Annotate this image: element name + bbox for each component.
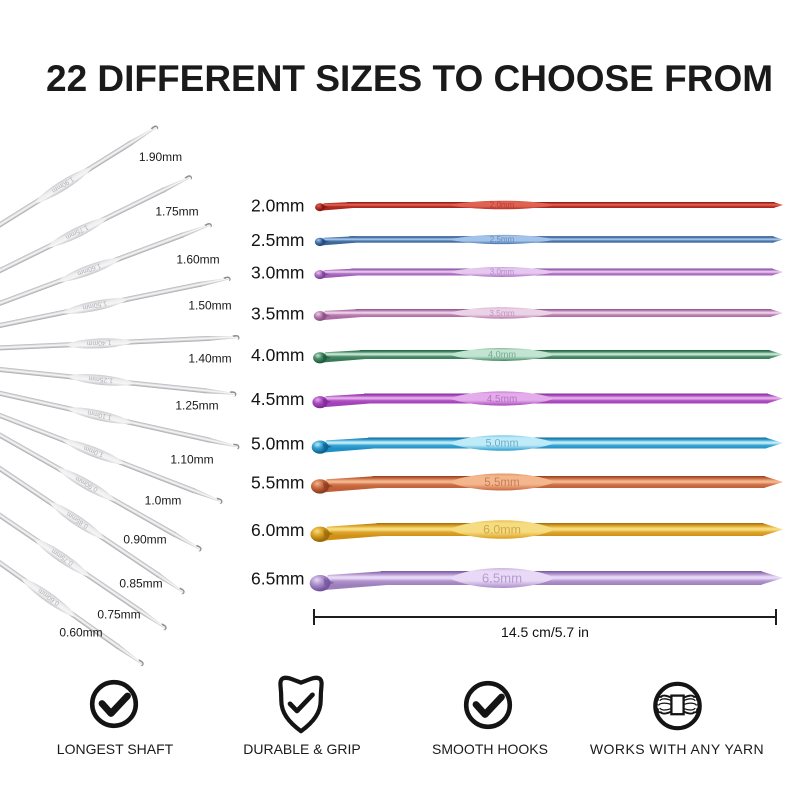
svg-text:5.0mm: 5.0mm bbox=[251, 433, 304, 453]
svg-text:5.5mm: 5.5mm bbox=[484, 476, 519, 489]
svg-text:2.5mm: 2.5mm bbox=[251, 230, 304, 250]
svg-text:1.40mm: 1.40mm bbox=[86, 338, 111, 346]
svg-text:1.75mm: 1.75mm bbox=[155, 204, 198, 218]
svg-text:4.5mm: 4.5mm bbox=[487, 394, 518, 405]
svg-text:1.60mm: 1.60mm bbox=[176, 252, 219, 266]
svg-text:14.5 cm/5.7 in: 14.5 cm/5.7 in bbox=[501, 624, 589, 640]
svg-text:0.85mm: 0.85mm bbox=[119, 576, 162, 590]
svg-text:1.10mm: 1.10mm bbox=[87, 409, 113, 421]
svg-text:1.90mm: 1.90mm bbox=[139, 150, 182, 164]
svg-text:5.5mm: 5.5mm bbox=[251, 472, 304, 492]
svg-text:6.5mm: 6.5mm bbox=[251, 568, 304, 588]
svg-text:1.0mm: 1.0mm bbox=[145, 493, 182, 507]
svg-text:SMOOTH HOOKS: SMOOTH HOOKS bbox=[432, 741, 548, 757]
svg-text:1.25mm: 1.25mm bbox=[175, 398, 218, 412]
svg-text:0.75mm: 0.75mm bbox=[97, 607, 140, 621]
svg-text:6.0mm: 6.0mm bbox=[251, 520, 304, 540]
svg-text:3.0mm: 3.0mm bbox=[251, 262, 304, 282]
svg-text:3.5mm: 3.5mm bbox=[489, 308, 515, 318]
svg-text:4.5mm: 4.5mm bbox=[251, 389, 304, 409]
svg-text:1.25mm: 1.25mm bbox=[88, 374, 113, 384]
svg-text:WORKS WITH ANY YARN: WORKS WITH ANY YARN bbox=[590, 741, 764, 757]
svg-text:1.10mm: 1.10mm bbox=[170, 452, 213, 466]
svg-text:3.5mm: 3.5mm bbox=[251, 303, 304, 323]
svg-text:2.0mm: 2.0mm bbox=[251, 195, 304, 215]
svg-text:4.0mm: 4.0mm bbox=[488, 350, 516, 360]
svg-text:2.0mm: 2.0mm bbox=[490, 201, 515, 210]
svg-text:1.50mm: 1.50mm bbox=[188, 298, 231, 312]
svg-text:LONGEST SHAFT: LONGEST SHAFT bbox=[57, 741, 174, 757]
svg-text:1.40mm: 1.40mm bbox=[188, 351, 231, 365]
svg-text:6.5mm: 6.5mm bbox=[482, 571, 522, 586]
svg-text:6.0mm: 6.0mm bbox=[483, 523, 521, 537]
svg-text:0.90mm: 0.90mm bbox=[123, 532, 166, 546]
svg-text:5.0mm: 5.0mm bbox=[486, 438, 519, 450]
svg-text:DURABLE & GRIP: DURABLE & GRIP bbox=[243, 741, 360, 757]
svg-text:0.60mm: 0.60mm bbox=[59, 625, 102, 639]
svg-text:3.0mm: 3.0mm bbox=[490, 268, 515, 277]
svg-text:4.0mm: 4.0mm bbox=[251, 345, 304, 365]
svg-text:2.5mm: 2.5mm bbox=[490, 235, 515, 244]
svg-text:1.50mm: 1.50mm bbox=[82, 299, 108, 311]
